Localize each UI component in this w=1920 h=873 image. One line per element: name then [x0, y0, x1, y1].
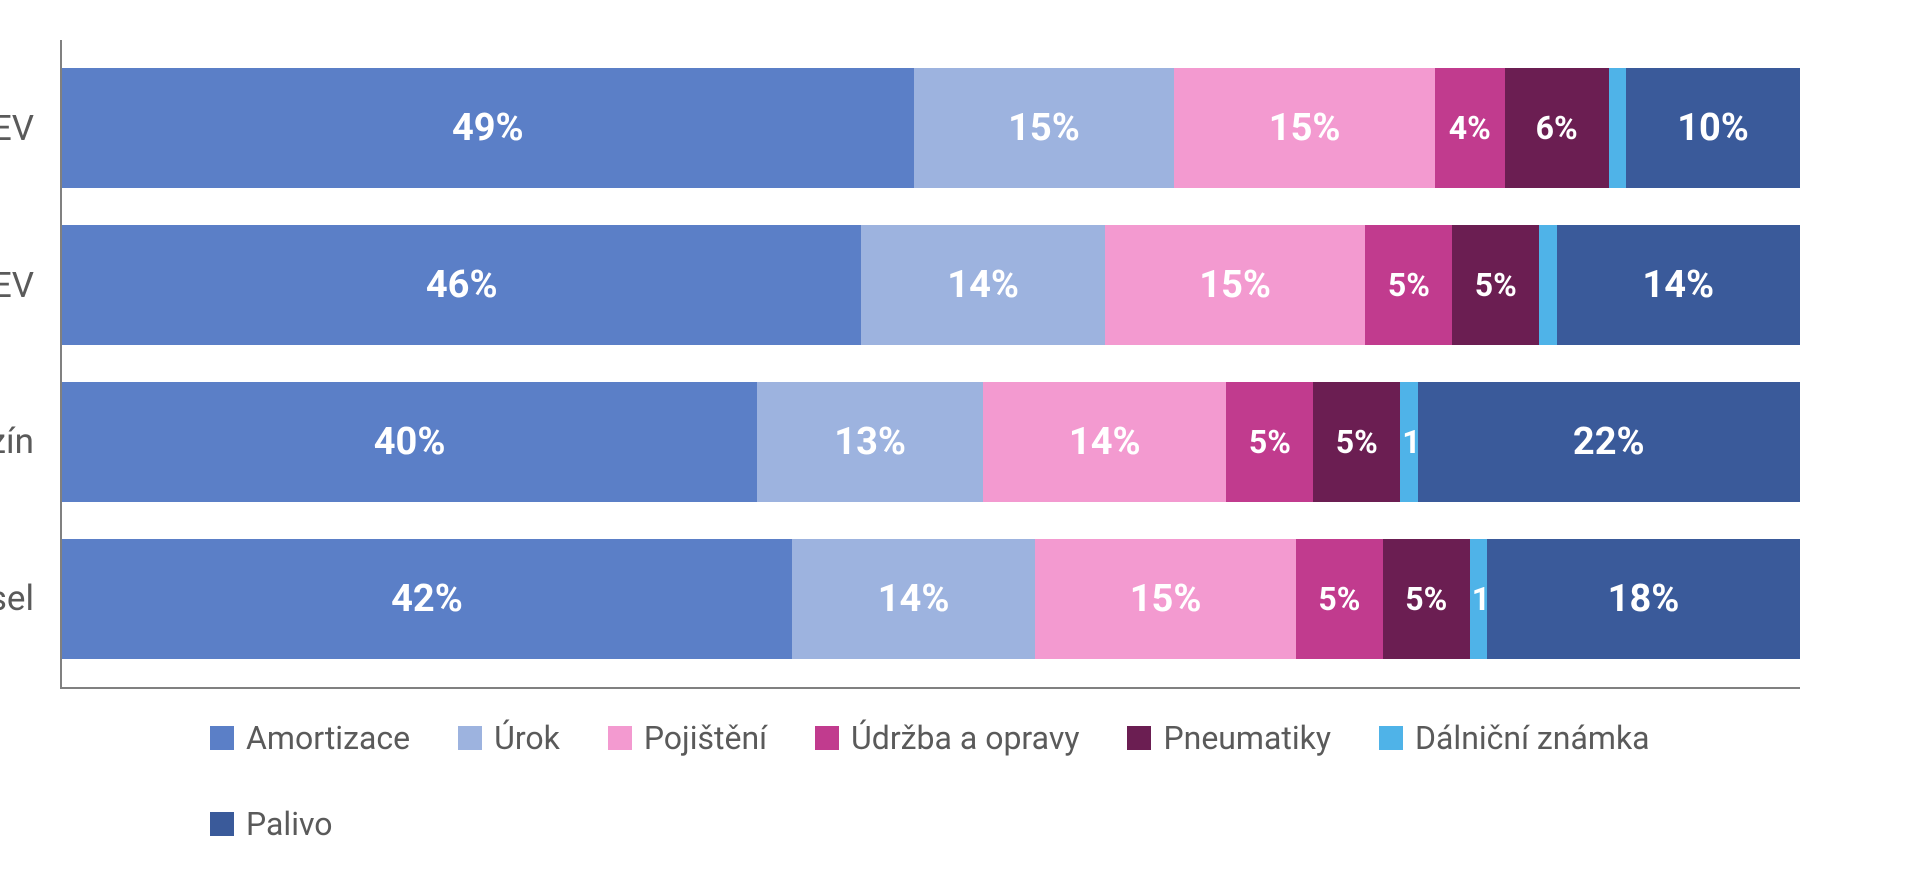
bar-segment-amortizace: 40% [62, 382, 757, 502]
segment-value: 22% [1573, 420, 1645, 464]
legend-swatch [608, 726, 632, 750]
category-label: BEV [0, 108, 62, 149]
segment-value: 5% [1249, 423, 1291, 461]
bar-segment-pojisteni: 14% [983, 382, 1226, 502]
segment-value: 42% [391, 577, 463, 621]
segment-value: 14% [1069, 420, 1141, 464]
bar-segment-pojisteni: 15% [1105, 225, 1366, 345]
bar-segment-pneumatiky: 5% [1313, 382, 1400, 502]
segment-value: 5% [1388, 266, 1430, 304]
stacked-bar: 42% 14% 15% 5% 5% 1% 18% [62, 539, 1800, 659]
bar-segment-pojisteni: 15% [1035, 539, 1296, 659]
legend-label: Palivo [246, 805, 333, 843]
chart-legend: Amortizace Úrok Pojištění Údržba a opravy Pn… [60, 689, 1800, 843]
bar-row: BEV49%15%15%4%6%10% [62, 68, 1800, 188]
bar-segment-urok: 13% [757, 382, 983, 502]
segment-value: 15% [1199, 263, 1271, 307]
bar-row: PHEV46%14%15%5%5%14% [62, 225, 1800, 345]
bar-segment-amortizace: 46% [62, 225, 861, 345]
bar-segment-palivo: 22% [1418, 382, 1800, 502]
category-label: PHEV [0, 265, 62, 306]
segment-value: 10% [1677, 106, 1749, 150]
segment-value: 14% [1642, 263, 1714, 307]
segment-value: 14% [947, 263, 1019, 307]
bar-segment-udrzba: 5% [1365, 225, 1452, 345]
bar-segment-dalnicni: 1% [1400, 382, 1417, 502]
stacked-bar: 49% 15% 15% 4% 6% 10% [62, 68, 1800, 188]
bar-row: Diesel42%14%15%5%5%1%18% [62, 539, 1800, 659]
bar-segment-urok: 15% [914, 68, 1175, 188]
legend-label: Úrok [494, 719, 560, 757]
bar-segment-dalnicni [1539, 225, 1556, 345]
segment-value: 14% [878, 577, 950, 621]
bar-segment-udrzba: 5% [1226, 382, 1313, 502]
legend-item: Pneumatiky [1127, 719, 1331, 757]
bar-segment-palivo: 10% [1626, 68, 1800, 188]
segment-value: 5% [1475, 266, 1517, 304]
legend-label: Dálniční známka [1415, 719, 1650, 757]
bar-segment-pneumatiky: 5% [1383, 539, 1470, 659]
legend-swatch [210, 812, 234, 836]
segment-value: 40% [374, 420, 446, 464]
legend-label: Amortizace [246, 719, 410, 757]
bar-segment-pojisteni: 15% [1174, 68, 1435, 188]
stacked-bar: 40% 13% 14% 5% 5% 1% 22% [62, 382, 1800, 502]
legend-label: Údržba a opravy [851, 719, 1079, 757]
bar-segment-urok: 14% [792, 539, 1035, 659]
legend-item: Údržba a opravy [815, 719, 1079, 757]
segment-value: 5% [1336, 423, 1378, 461]
bar-segment-amortizace: 49% [62, 68, 914, 188]
legend-item: Dálniční známka [1379, 719, 1650, 757]
bar-segment-amortizace: 42% [62, 539, 792, 659]
legend-label: Pneumatiky [1163, 719, 1331, 757]
segment-value: 4% [1449, 109, 1491, 147]
segment-value: 6% [1536, 109, 1578, 147]
bar-segment-udrzba: 5% [1296, 539, 1383, 659]
legend-swatch [1379, 726, 1403, 750]
bar-segment-palivo: 14% [1557, 225, 1800, 345]
legend-swatch [458, 726, 482, 750]
bar-segment-palivo: 18% [1487, 539, 1800, 659]
segment-value: 13% [834, 420, 906, 464]
legend-item: Pojištění [608, 719, 767, 757]
chart-plot: BEV49%15%15%4%6%10%PHEV46%14%15%5%5%14%B… [60, 40, 1800, 689]
category-label: Diesel [0, 578, 62, 619]
segment-value: 46% [426, 263, 498, 307]
category-label: Benzín [0, 421, 62, 462]
legend-swatch [1127, 726, 1151, 750]
bar-segment-pneumatiky: 5% [1452, 225, 1539, 345]
stacked-bar-chart: BEV49%15%15%4%6%10%PHEV46%14%15%5%5%14%B… [60, 40, 1800, 843]
legend-item: Amortizace [210, 719, 410, 757]
segment-value: 15% [1269, 106, 1341, 150]
segment-value: 18% [1608, 577, 1680, 621]
segment-value: 49% [452, 106, 524, 150]
bar-row: Benzín40%13%14%5%5%1%22% [62, 382, 1800, 502]
bar-segment-dalnicni [1609, 68, 1626, 188]
segment-value: 5% [1318, 580, 1360, 618]
stacked-bar: 46% 14% 15% 5% 5% 14% [62, 225, 1800, 345]
segment-value: 5% [1405, 580, 1447, 618]
legend-label: Pojištění [644, 719, 767, 757]
segment-value: 15% [1130, 577, 1202, 621]
bar-segment-udrzba: 4% [1435, 68, 1505, 188]
bar-segment-pneumatiky: 6% [1505, 68, 1609, 188]
bar-segment-dalnicni: 1% [1470, 539, 1487, 659]
segment-value: 15% [1008, 106, 1080, 150]
bar-segment-urok: 14% [861, 225, 1104, 345]
legend-swatch [210, 726, 234, 750]
legend-swatch [815, 726, 839, 750]
legend-item: Palivo [210, 805, 333, 843]
legend-item: Úrok [458, 719, 560, 757]
